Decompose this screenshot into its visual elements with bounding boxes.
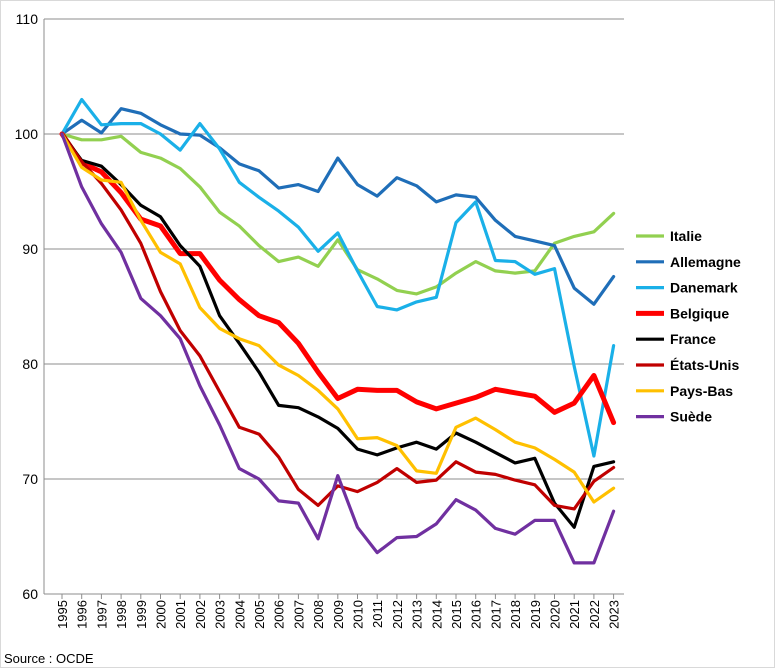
x-tick-label: 2017: [488, 600, 503, 629]
x-tick-label: 1996: [75, 600, 90, 629]
x-tick-label: 2022: [587, 600, 602, 629]
legend-label-etats-unis: États-Unis: [670, 357, 739, 373]
legend: Italie Allemagne Danemark Belgique France Éta…: [636, 228, 741, 425]
y-tick-label: 70: [22, 471, 38, 487]
x-tick-label: 2004: [232, 600, 247, 629]
gridlines: [44, 18, 624, 595]
x-tick-label: 2021: [567, 600, 582, 629]
y-tick-label: 80: [22, 356, 38, 372]
x-tick-label: 2014: [429, 600, 444, 629]
legend-label-italie: Italie: [670, 228, 702, 244]
legend-label-suede: Suède: [670, 409, 712, 425]
series-line-belgique: [59, 131, 617, 426]
x-tick-label: 2013: [410, 600, 425, 629]
x-tick-label: 2006: [272, 600, 287, 629]
x-tick-label: 2016: [469, 600, 484, 629]
series-line-france: [60, 132, 616, 529]
x-tick-label: 2015: [449, 600, 464, 629]
x-tick-labels: 1995 1996 1997 1998 1999 2000 2001 2002 2003 2004…: [55, 594, 622, 629]
axes: [43, 19, 624, 595]
series-lines: [59, 97, 617, 565]
x-tick-label: 2005: [252, 600, 267, 629]
x-tick-label: 2009: [331, 600, 346, 629]
x-tick-label: 1995: [55, 600, 70, 629]
x-tick-label: 2003: [213, 600, 228, 629]
x-tick-label: 1998: [114, 600, 129, 629]
x-tick-label: 2020: [548, 600, 563, 629]
x-tick-label: 2019: [528, 600, 543, 629]
x-tick-label: 2012: [390, 600, 405, 629]
legend-label-belgique: Belgique: [670, 305, 729, 321]
x-tick-label: 2023: [607, 600, 622, 629]
series-line-allemagne: [60, 107, 616, 306]
series-line-suede: [60, 132, 616, 565]
x-tick-label: 2002: [193, 600, 208, 629]
x-tick-label: 2000: [154, 600, 169, 629]
series-line-pays-bas: [60, 132, 616, 504]
legend-label-france: France: [670, 331, 716, 347]
x-tick-label: 1999: [134, 600, 149, 629]
y-tick-labels: 60 70 80 90 100 110: [15, 11, 39, 602]
legend-label-danemark: Danemark: [670, 280, 738, 296]
y-tick-label: 90: [22, 241, 38, 257]
series-line-danemark: [60, 97, 616, 458]
x-tick-label: 2010: [351, 600, 366, 629]
x-tick-label: 2007: [291, 600, 306, 629]
x-tick-label: 2011: [370, 600, 385, 628]
x-tick-label: 2001: [173, 600, 188, 629]
series-line-etats-unis: [60, 132, 616, 511]
legend-label-allemagne: Allemagne: [670, 254, 741, 270]
y-tick-label: 110: [16, 11, 39, 27]
x-tick-label: 2008: [311, 600, 326, 629]
series-line-italie: [60, 132, 616, 296]
legend-label-pays-bas: Pays-Bas: [670, 383, 733, 399]
source-note: Source : OCDE: [4, 651, 94, 666]
x-tick-label: 1997: [94, 600, 109, 629]
y-tick-label: 60: [22, 586, 38, 602]
y-tick-label: 100: [15, 126, 39, 142]
x-tick-label: 2018: [508, 600, 523, 629]
